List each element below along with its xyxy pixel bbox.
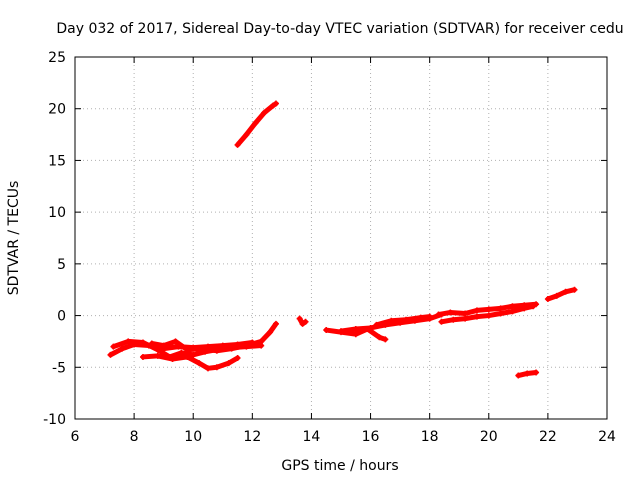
data-point-marker — [530, 303, 537, 310]
y-tick-label: 10 — [48, 205, 66, 221]
x-tick-label: 18 — [421, 429, 439, 445]
y-axis-label: SDTVAR / TECUs — [6, 181, 22, 296]
y-tick-label: 25 — [48, 50, 66, 66]
data-point-marker — [426, 313, 433, 320]
data-point-marker — [533, 369, 540, 376]
x-axis-label: GPS time / hours — [281, 458, 398, 474]
x-tick-label: 12 — [243, 429, 261, 445]
series-arc-4 — [148, 320, 279, 354]
x-tick-label: 22 — [539, 429, 557, 445]
series-arc-11 — [438, 303, 537, 325]
y-tick-label: 20 — [48, 102, 66, 118]
data-point-marker — [571, 286, 578, 293]
y-tick-label: 15 — [48, 153, 66, 169]
series-arc-12 — [515, 369, 540, 379]
series-arc-13 — [544, 286, 578, 303]
series-arc-5 — [234, 100, 279, 148]
plot-frame — [74, 56, 608, 420]
grid-lines — [75, 57, 607, 419]
y-tick-label: 0 — [57, 309, 66, 325]
data-point-marker — [302, 318, 309, 325]
chart-title: Day 032 of 2017, Sidereal Day-to-day VTE… — [56, 21, 623, 37]
data-points — [107, 100, 578, 379]
data-point-marker — [234, 354, 241, 361]
data-point-marker — [382, 336, 389, 343]
y-tick-label: -5 — [52, 360, 66, 376]
series-arc-6 — [296, 315, 309, 327]
data-trace-segment — [110, 338, 131, 350]
x-tick-label: 10 — [184, 429, 202, 445]
data-point-marker — [272, 100, 279, 107]
data-trace-segment — [140, 339, 161, 353]
x-tick-label: 24 — [598, 429, 616, 445]
data-point-marker — [272, 320, 279, 327]
data-trace-segment — [267, 321, 279, 335]
data-trace-segment — [226, 355, 241, 366]
x-tick-label: 20 — [480, 429, 498, 445]
axis-ticks: 6 8 10 12 14 16 18 20 22 24 -10 -5 0 5 10 15 20 25 — [43, 50, 616, 445]
x-tick-label: 16 — [362, 429, 380, 445]
series-arc-3 — [139, 352, 241, 372]
y-tick-label: -10 — [43, 412, 66, 428]
series-arc-9 — [373, 313, 433, 328]
x-tick-label: 6 — [71, 429, 80, 445]
y-tick-label: 5 — [57, 257, 66, 273]
x-tick-label: 14 — [303, 429, 321, 445]
x-tick-label: 8 — [130, 429, 139, 445]
